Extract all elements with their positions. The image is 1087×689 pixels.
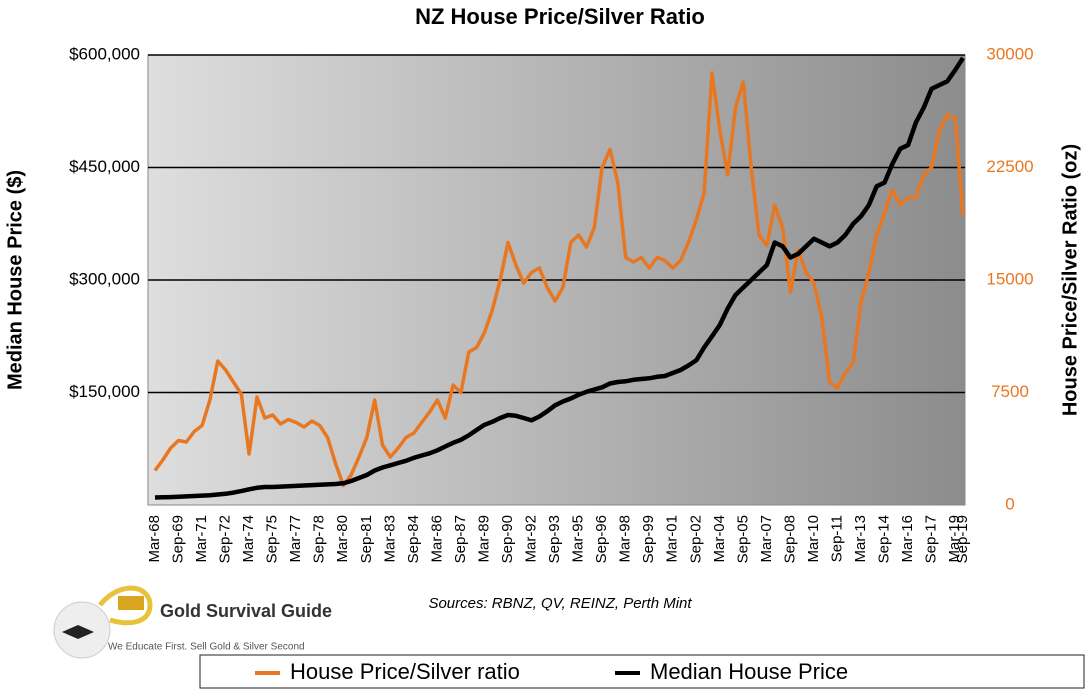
x-tick-label: Sep-19 <box>954 515 971 563</box>
y2-tick-label: 0 <box>1005 494 1014 513</box>
source-note: Sources: RBNZ, QV, REINZ, Perth Mint <box>428 595 692 612</box>
legend-label: Median House Price <box>650 659 848 684</box>
x-tick-label: Mar-98 <box>617 515 634 563</box>
y-tick-label: $150,000 <box>69 382 140 401</box>
x-tick-label: Sep-05 <box>734 515 751 563</box>
x-tick-label: Sep-69 <box>170 515 187 563</box>
x-tick-label: Mar-77 <box>287 515 304 563</box>
y-tick-label: $600,000 <box>69 44 140 63</box>
x-tick-label: Sep-93 <box>546 515 563 563</box>
x-tick-label: Mar-01 <box>664 515 681 563</box>
x-tick-label: Mar-89 <box>475 515 492 563</box>
x-tick-label: Sep-90 <box>499 515 516 563</box>
logo-bar <box>118 596 144 610</box>
x-tick-label: Mar-10 <box>805 515 822 563</box>
x-tick-label: Mar-04 <box>711 515 728 563</box>
x-tick-label: Mar-16 <box>899 515 916 563</box>
x-tick-label: Mar-86 <box>428 515 445 563</box>
x-tick-label: Mar-07 <box>758 515 775 563</box>
x-tick-label: Sep-87 <box>452 515 469 563</box>
chart-title: NZ House Price/Silver Ratio <box>415 4 705 29</box>
x-tick-label: Mar-83 <box>381 515 398 563</box>
y-tick-label: $300,000 <box>69 269 140 288</box>
x-tick-label: Sep-08 <box>781 515 798 563</box>
x-tick-label: Mar-74 <box>240 515 257 563</box>
legend-label: House Price/Silver ratio <box>290 659 520 684</box>
x-tick-label: Mar-19 <box>946 515 963 563</box>
x-tick-label: Mar-71 <box>193 515 210 563</box>
x-tick-label: Sep-96 <box>593 515 610 563</box>
x-tick-label: Sep-78 <box>311 515 328 563</box>
x-tick-label: Mar-80 <box>334 515 351 563</box>
x-tick-label: Mar-13 <box>852 515 869 563</box>
logo-tagline: We Educate First. Sell Gold & Silver Sec… <box>108 642 305 653</box>
x-tick-label: Sep-17 <box>923 515 940 563</box>
x-tick-label: Sep-11 <box>828 515 845 562</box>
logo-cap <box>62 625 94 639</box>
x-tick-label: Sep-72 <box>217 515 234 563</box>
x-tick-label: Mar-92 <box>523 515 540 563</box>
y-tick-label: $450,000 <box>69 157 140 176</box>
x-tick-label: Sep-14 <box>876 515 893 563</box>
x-tick-label: Mar-68 <box>146 515 163 563</box>
series-line <box>153 71 965 488</box>
y2-tick-label: 7500 <box>991 382 1029 401</box>
x-tick-label: Sep-75 <box>264 515 281 563</box>
logo: Gold Survival Guide We Educate First. Se… <box>53 585 332 659</box>
x-tick-label: Mar-95 <box>570 515 587 563</box>
x-tick-label: Sep-99 <box>640 515 657 563</box>
x-tick-label: Sep-02 <box>687 515 704 563</box>
x-tick-label: Sep-81 <box>358 515 375 563</box>
logo-swoosh <box>98 585 153 626</box>
logo-name: Gold Survival Guide <box>160 601 332 621</box>
y2-tick-label: 15000 <box>986 269 1033 288</box>
x-tick-label: Sep-84 <box>405 515 422 563</box>
series-line <box>154 56 965 500</box>
y-axis-label: Median House Price ($) <box>4 170 26 390</box>
y2-tick-label: 22500 <box>986 157 1033 176</box>
y2-axis-label: House Price/Silver Ratio (oz) <box>1059 144 1081 416</box>
legend-box <box>199 654 1085 689</box>
y2-tick-label: 30000 <box>986 44 1033 63</box>
